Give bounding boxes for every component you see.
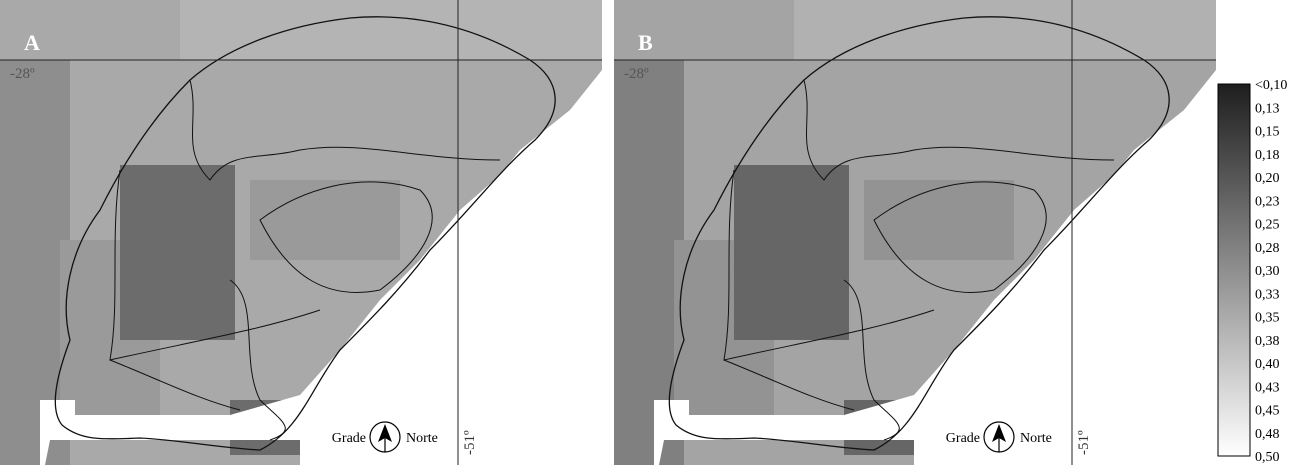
- legend-label: 0,40: [1255, 357, 1280, 372]
- legend-label: 0,50: [1255, 450, 1280, 465]
- lon-label: -51º: [1076, 430, 1092, 455]
- legend-label: 0,30: [1255, 264, 1280, 279]
- compass-left: Grade: [332, 431, 366, 446]
- compass-arrow: [992, 424, 1006, 442]
- compass-arrow: [378, 424, 392, 442]
- legend-label: 0,23: [1255, 194, 1280, 209]
- legend-label: 0,13: [1255, 101, 1280, 116]
- legend: <0,10 0,13 0,15 0,18 0,20 0,23 0,25 0,28 0,30 0,3…: [1217, 78, 1287, 465]
- state-outline: [668, 16, 1170, 451]
- panels: A -28º -51º Grade Norte B -28º -51º Grade Norte: [0, 0, 1216, 465]
- legend-label: 0,43: [1255, 380, 1280, 395]
- raster-mid: [250, 180, 400, 260]
- ocean: [654, 70, 1216, 465]
- compass-left: Grade: [946, 431, 980, 446]
- legend-label: 0,33: [1255, 287, 1280, 302]
- raster-dark: [120, 165, 235, 340]
- raster-top: [794, 0, 1216, 60]
- legend-bar: [1217, 83, 1251, 457]
- map-panel: B -28º -51º Grade Norte: [614, 0, 1216, 465]
- region-outline: [109, 79, 501, 441]
- raster-dark: [734, 165, 849, 340]
- region-outline: [723, 79, 1115, 441]
- legend-label: 0,45: [1255, 404, 1280, 419]
- ocean: [40, 70, 602, 465]
- panel-label: B: [638, 30, 653, 55]
- raster-top: [180, 0, 602, 60]
- state-outline: [54, 16, 556, 451]
- map-panel: A -28º -51º Grade Norte: [0, 0, 602, 465]
- legend-label: 0,48: [1255, 427, 1280, 442]
- lon-label: -51º: [462, 430, 478, 455]
- raster-left: [0, 60, 70, 465]
- legend-label: 0,38: [1255, 334, 1280, 349]
- compass-right: Norte: [1020, 431, 1052, 446]
- legend-label: 0,15: [1255, 125, 1280, 140]
- lat-label: -28º: [624, 66, 649, 82]
- legend-label: 0,18: [1255, 148, 1280, 163]
- legend-label: 0,28: [1255, 241, 1280, 256]
- raster-mid: [864, 180, 1014, 260]
- legend-label: 0,35: [1255, 311, 1280, 326]
- legend-label: 0,20: [1255, 171, 1280, 186]
- legend-label: 0,25: [1255, 218, 1280, 233]
- lat-label: -28º: [10, 66, 35, 82]
- raster-left: [614, 60, 684, 465]
- panel-label: A: [24, 30, 40, 55]
- compass-right: Norte: [406, 431, 438, 446]
- legend-label: <0,10: [1255, 78, 1287, 93]
